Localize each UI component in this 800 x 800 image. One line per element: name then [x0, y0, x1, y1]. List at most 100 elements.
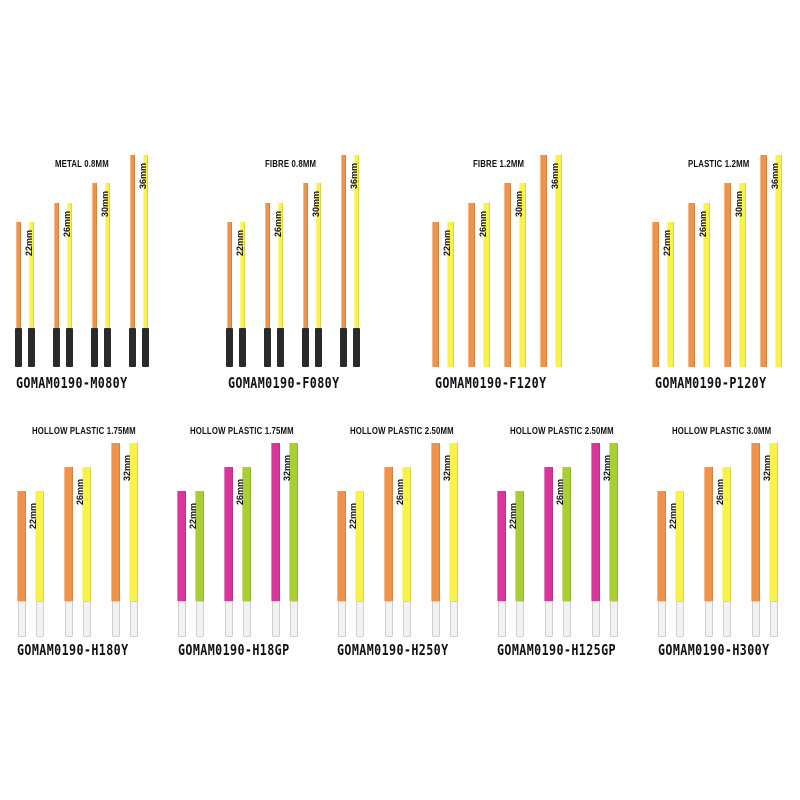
rod-yellow: [519, 183, 526, 367]
rod-stem-black: [277, 328, 284, 367]
length-label: 26mm: [235, 478, 245, 505]
rod-yellow: [35, 491, 44, 601]
product-code: GOMAM0190-H180Y: [17, 641, 129, 659]
rod-yellow: [769, 443, 778, 601]
rod-yellow: [667, 222, 674, 367]
product-code: GOMAM0190-M080Y: [16, 374, 128, 392]
rod-orange: [652, 222, 659, 367]
rod-stem-white: [272, 601, 280, 637]
rod-stem-white: [450, 601, 458, 637]
rod-yellow: [675, 491, 684, 601]
rod-stem-white: [563, 601, 571, 637]
rod-stem-white: [356, 601, 364, 637]
rod-orange: [657, 491, 666, 601]
length-label: 26mm: [555, 478, 565, 505]
rod-lime: [195, 491, 204, 601]
length-label: 22mm: [348, 502, 358, 529]
panel-title: HOLLOW PLASTIC 1.75MM: [190, 426, 294, 437]
rod-orange: [16, 222, 21, 328]
rod-stem-white: [498, 601, 506, 637]
rod-pink: [497, 491, 506, 601]
rod-yellow: [82, 467, 91, 601]
rod-stem-white: [385, 601, 393, 637]
rod-stem-black: [340, 328, 347, 367]
length-label: 22mm: [235, 229, 245, 256]
rod-stem-black: [226, 328, 233, 367]
panel-title: PLASTIC 1.2MM: [688, 159, 750, 170]
rod-yellow: [105, 183, 110, 328]
rod-stem-white: [610, 601, 618, 637]
rod-stem-white: [130, 601, 138, 637]
length-label: 22mm: [442, 229, 452, 256]
rod-orange: [130, 155, 135, 328]
panel-title: METAL 0.8MM: [55, 159, 109, 170]
rod-orange: [540, 155, 547, 367]
rod-yellow: [278, 203, 283, 328]
length-label: 26mm: [715, 478, 725, 505]
product-code: GOMAM0190-F080Y: [228, 374, 340, 392]
rod-yellow: [29, 222, 34, 328]
length-label: 26mm: [698, 210, 708, 237]
rod-stem-white: [752, 601, 760, 637]
rod-stem-white: [65, 601, 73, 637]
rod-orange: [432, 222, 439, 367]
rod-orange: [504, 183, 511, 367]
rod-stem-black: [15, 328, 22, 367]
rod-stem-black: [264, 328, 271, 367]
length-label: 36mm: [550, 162, 560, 189]
rod-stem-black: [28, 328, 35, 367]
rod-yellow: [449, 443, 458, 601]
rod-orange: [265, 203, 270, 328]
rod-stem-black: [142, 328, 149, 367]
rod-orange: [688, 203, 695, 367]
length-label: 30mm: [100, 190, 110, 217]
panel-title: FIBRE 1.2MM: [473, 159, 525, 170]
rod-yellow: [354, 155, 359, 328]
rod-stem-black: [91, 328, 98, 367]
length-label: 30mm: [514, 190, 524, 217]
length-label: 22mm: [662, 229, 672, 256]
rod-orange: [92, 183, 97, 328]
rod-stem-white: [592, 601, 600, 637]
rod-stem-white: [770, 601, 778, 637]
rod-yellow: [355, 491, 364, 601]
rod-stem-black: [66, 328, 73, 367]
length-label: 26mm: [478, 210, 488, 237]
rod-orange: [724, 183, 731, 367]
rod-stem-black: [302, 328, 309, 367]
rod-stem-white: [196, 601, 204, 637]
length-label: 36mm: [349, 162, 359, 189]
length-label: 26mm: [62, 210, 72, 237]
panel-title: HOLLOW PLASTIC 1.75MM: [32, 426, 136, 437]
panel-title: HOLLOW PLASTIC 2.50MM: [350, 426, 454, 437]
rod-orange: [760, 155, 767, 367]
rod-lime: [515, 491, 524, 601]
length-label: 26mm: [273, 210, 283, 237]
rod-stem-white: [338, 601, 346, 637]
length-label: 36mm: [770, 162, 780, 189]
rod-stem-black: [129, 328, 136, 367]
rod-stem-black: [239, 328, 246, 367]
length-label: 32mm: [282, 454, 292, 481]
rod-yellow: [240, 222, 245, 328]
rod-lime: [242, 467, 251, 601]
rod-stem-white: [83, 601, 91, 637]
rod-lime: [289, 443, 298, 601]
rod-yellow: [483, 203, 490, 367]
rod-orange: [384, 467, 393, 601]
rod-orange: [64, 467, 73, 601]
length-label: 22mm: [508, 502, 518, 529]
rod-yellow: [67, 203, 72, 328]
rod-orange: [17, 491, 26, 601]
rod-orange: [341, 155, 346, 328]
rod-orange: [54, 203, 59, 328]
rod-yellow: [316, 183, 321, 328]
rod-stem-black: [315, 328, 322, 367]
rod-yellow: [775, 155, 782, 367]
rod-yellow: [129, 443, 138, 601]
rod-stem-black: [104, 328, 111, 367]
rod-yellow: [402, 467, 411, 601]
product-code: GOMAM0190-H250Y: [337, 641, 449, 659]
rod-stem-white: [723, 601, 731, 637]
length-label: 26mm: [395, 478, 405, 505]
